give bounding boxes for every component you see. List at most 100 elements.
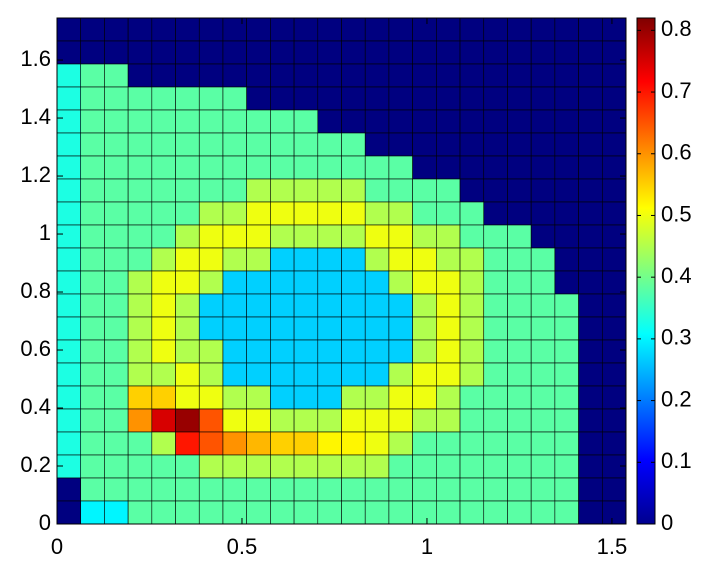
colorbar xyxy=(636,17,656,525)
heatmap-cell xyxy=(436,339,461,364)
y-tick-label: 0.4 xyxy=(20,394,51,419)
heatmap-cell xyxy=(317,293,342,318)
heatmap-cell xyxy=(198,339,224,364)
heatmap-cell xyxy=(104,224,129,249)
heatmap-cell xyxy=(80,477,105,502)
x-tick-label: 1 xyxy=(421,534,433,559)
heatmap-cell xyxy=(554,477,579,502)
heatmap-cell xyxy=(175,63,200,88)
heatmap-cell xyxy=(436,224,461,249)
heatmap-cell xyxy=(530,500,556,525)
heatmap-cell xyxy=(459,109,485,134)
heatmap-cell xyxy=(246,408,271,433)
heatmap-cell xyxy=(246,155,271,180)
heatmap-cell xyxy=(483,178,508,203)
heatmap-cell xyxy=(175,86,200,111)
heatmap-cell xyxy=(317,178,342,203)
heatmap-cell xyxy=(270,339,295,364)
heatmap-cell xyxy=(80,431,105,456)
heatmap-cell xyxy=(127,224,153,249)
heatmap-cell xyxy=(388,40,413,65)
heatmap-cell xyxy=(198,270,224,295)
heatmap-cell xyxy=(601,293,627,318)
heatmap-cell xyxy=(56,17,82,42)
heatmap-cell xyxy=(483,270,508,295)
heatmap-cell xyxy=(388,178,413,203)
heatmap-cell xyxy=(270,40,295,65)
heatmap-cell xyxy=(198,40,224,65)
heatmap-cell xyxy=(388,431,413,456)
heatmap-cell xyxy=(388,224,413,249)
heatmap-cell xyxy=(459,385,485,410)
heatmap-cell xyxy=(459,408,485,433)
heatmap-cell xyxy=(530,293,556,318)
heatmap-cell xyxy=(364,224,390,249)
heatmap-cell xyxy=(459,247,485,272)
heatmap-cell xyxy=(412,86,437,111)
heatmap-cell xyxy=(104,385,129,410)
heatmap-cell xyxy=(80,385,105,410)
heatmap-cell xyxy=(80,17,105,42)
heatmap-cell xyxy=(388,109,413,134)
heatmap-cell xyxy=(388,155,413,180)
heatmap-cell xyxy=(554,385,579,410)
heatmap-cell xyxy=(412,40,437,65)
heatmap-cell xyxy=(459,362,485,387)
heatmap-cell xyxy=(175,500,200,525)
heatmap-cell xyxy=(412,385,437,410)
y-tick-label: 1 xyxy=(39,220,51,245)
heatmap-cell xyxy=(56,109,82,134)
heatmap-cell xyxy=(246,316,271,341)
heatmap-cell xyxy=(198,109,224,134)
heatmap-cell xyxy=(554,362,579,387)
heatmap-cell xyxy=(80,178,105,203)
heatmap-cell xyxy=(364,431,390,456)
heatmap-cell xyxy=(222,339,247,364)
heatmap-cell xyxy=(198,178,224,203)
heatmap-cell xyxy=(554,270,579,295)
heatmap-cell xyxy=(198,224,224,249)
heatmap-cell xyxy=(80,132,105,157)
heatmap-cell xyxy=(388,408,413,433)
heatmap-cell xyxy=(507,86,532,111)
heatmap-cell xyxy=(388,63,413,88)
heatmap-cell xyxy=(222,431,247,456)
heatmap-cell xyxy=(246,132,271,157)
heatmap-cell xyxy=(530,224,556,249)
heatmap-cell xyxy=(436,385,461,410)
heatmap-cell xyxy=(601,316,627,341)
heatmap-cell xyxy=(459,477,485,502)
heatmap-cell xyxy=(293,247,319,272)
heatmap-cell xyxy=(151,40,176,65)
heatmap-cell xyxy=(341,155,366,180)
heatmap-cell xyxy=(80,224,105,249)
heatmap-cell xyxy=(270,431,295,456)
heatmap-cell xyxy=(436,247,461,272)
heatmap-cell xyxy=(104,86,129,111)
heatmap-cell xyxy=(151,247,176,272)
heatmap-cell xyxy=(554,454,579,479)
heatmap-cell xyxy=(578,201,603,226)
heatmap-cell xyxy=(412,362,437,387)
heatmap-cell xyxy=(412,63,437,88)
heatmap-cell xyxy=(198,500,224,525)
heatmap-cell xyxy=(459,224,485,249)
heatmap-cell xyxy=(151,17,176,42)
heatmap-cell xyxy=(127,385,153,410)
heatmap-cell xyxy=(175,408,200,433)
heatmap-cell xyxy=(412,270,437,295)
y-tick-label: 0.8 xyxy=(20,278,51,303)
heatmap-cell xyxy=(388,500,413,525)
heatmap-cell xyxy=(554,247,579,272)
heatmap-cell xyxy=(270,155,295,180)
heatmap-cell xyxy=(80,316,105,341)
heatmap-cell xyxy=(412,247,437,272)
heatmap-cell xyxy=(530,247,556,272)
heatmap-cell xyxy=(198,293,224,318)
heatmap-cell xyxy=(80,454,105,479)
heatmap-cell xyxy=(80,247,105,272)
heatmap-cell xyxy=(317,408,342,433)
heatmap-cell xyxy=(104,63,129,88)
heatmap-cell xyxy=(317,224,342,249)
colorbar-tick-label: 0.7 xyxy=(661,78,692,103)
